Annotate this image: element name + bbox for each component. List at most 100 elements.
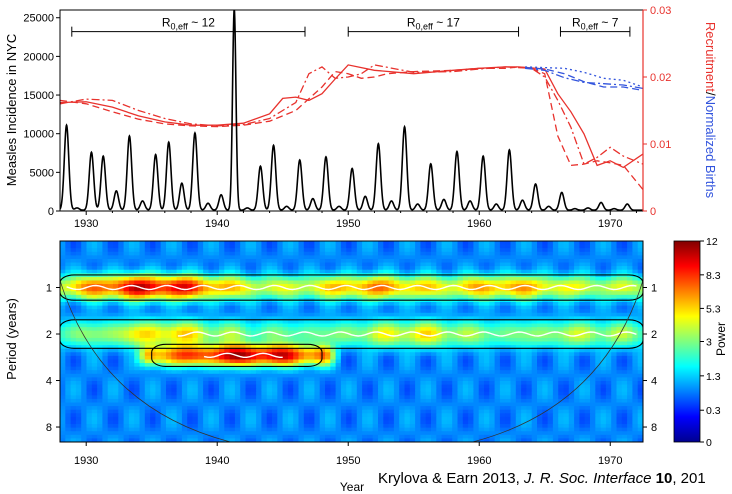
wavelet-cell [521, 337, 527, 343]
wavelet-cell [590, 248, 596, 253]
wavelet-cell [330, 291, 337, 296]
wavelet-cell [319, 319, 326, 325]
wavelet-cell [298, 395, 305, 400]
wavelet-cell [515, 366, 522, 371]
wavelet-cell [245, 330, 252, 335]
wavelet-cell [547, 391, 554, 396]
wavelet-cell [637, 384, 643, 389]
wavelet-cell [60, 323, 66, 328]
wavelet-cell [107, 294, 114, 300]
wavelet-cell [367, 334, 374, 339]
wavelet-cell [431, 391, 437, 396]
wavelet-cell [128, 280, 135, 285]
wavelet-cell [81, 373, 88, 378]
wavelet-cell [378, 348, 384, 353]
wavelet-cell [558, 280, 565, 285]
wavelet-cell [415, 248, 421, 253]
wavelet-cell [330, 370, 337, 375]
wavelet-cell [298, 323, 305, 328]
wavelet-cell [611, 258, 618, 264]
wavelet-cell [436, 345, 443, 350]
wavelet-cell [340, 258, 347, 264]
wavelet-cell [367, 366, 374, 371]
wavelet-cell [282, 305, 289, 310]
wavelet-cell [266, 380, 273, 386]
wavelet-cell [319, 341, 326, 346]
wavelet-cell [330, 323, 337, 328]
top-x-axis: 1930 1940 1950 1960 1970 [74, 211, 637, 230]
wavelet-cell [287, 269, 294, 274]
wavelet-cell [256, 366, 262, 371]
wavelet-cell [637, 298, 643, 303]
wavelet-cell [272, 251, 278, 256]
wavelet-cell [97, 384, 103, 389]
wavelet-cell [229, 309, 236, 314]
wavelet-cell [298, 355, 305, 361]
wavelet-cell [256, 241, 262, 246]
wavelet-cell [515, 363, 522, 368]
wavelet-cell [637, 316, 643, 321]
wavelet-cell [118, 269, 125, 274]
wavelet-cell [484, 319, 490, 325]
wavelet-cell [627, 316, 633, 321]
wavelet-cell [388, 287, 395, 292]
wavelet-cell [224, 363, 231, 368]
wavelet-cell [197, 352, 204, 357]
wavelet-cell [197, 377, 204, 382]
wavelet-cell [150, 312, 156, 317]
wavelet-cell [266, 248, 273, 253]
wavelet-cell [574, 391, 580, 396]
wavelet-cell [192, 391, 199, 396]
wavelet-cell [621, 284, 628, 289]
wavelet-cell [234, 291, 241, 296]
wavelet-cell [547, 287, 554, 292]
wavelet-cell [203, 251, 209, 256]
wavelet-cell [372, 262, 379, 267]
wavelet-cell [303, 258, 310, 264]
wavelet-cell [293, 348, 300, 353]
wavelet-cell [261, 380, 268, 386]
wavelet-cell [415, 348, 421, 353]
wavelet-cell [144, 348, 151, 353]
wavelet-cell [139, 345, 146, 350]
wavelet-cell [245, 309, 252, 314]
wavelet-cell [510, 352, 517, 357]
wavelet-cell [499, 309, 506, 314]
wavelet-cell [229, 319, 236, 325]
wavelet-cell [404, 355, 411, 361]
wavelet-cell [605, 384, 612, 389]
wavelet-cell [393, 363, 400, 368]
wavelet-cell [489, 366, 496, 371]
wavelet-cell [91, 384, 98, 389]
wavelet-cell [568, 359, 575, 364]
wavelet-cell [335, 323, 342, 328]
wavelet-cell [277, 327, 284, 332]
wavelet-cell [203, 359, 209, 364]
wavelet-cell [197, 316, 204, 321]
wavelet-cell [203, 302, 209, 307]
wavelet-cell [356, 266, 363, 271]
wavelet-cell [81, 291, 88, 296]
wavelet-cell [542, 323, 549, 328]
wavelet-cell [415, 305, 421, 310]
wavelet-cell [118, 373, 125, 378]
wavelet-cell [160, 377, 167, 382]
wavelet-cell [547, 312, 554, 317]
wavelet-cell [436, 352, 443, 357]
wavelet-cell [568, 391, 575, 396]
wavelet-cell [166, 312, 172, 317]
wavelet-cell [266, 330, 273, 335]
wavelet-cell [521, 266, 527, 271]
wavelet-cell [139, 337, 146, 343]
wavelet-cell [542, 334, 549, 339]
wavelet-cell [187, 287, 194, 292]
wavelet-cell [245, 316, 252, 321]
wavelet-cell [60, 262, 66, 267]
wavelet-cell [340, 316, 347, 321]
wavelet-cell [547, 269, 554, 274]
wavelet-cell [330, 327, 337, 332]
wavelet-cell [574, 384, 580, 389]
wavelet-cell [388, 312, 395, 317]
wavelet-cell [293, 330, 300, 335]
wavelet-cell [499, 319, 506, 325]
